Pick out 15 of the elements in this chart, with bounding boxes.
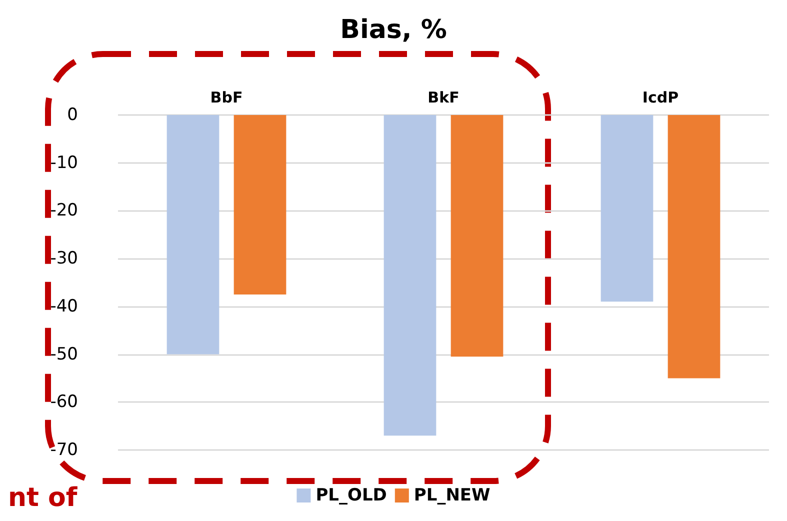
x-tick-label: BbF	[210, 88, 243, 106]
chart-title: Bias, %	[340, 15, 447, 45]
y-tick-label: -70	[50, 440, 78, 460]
y-tick-label: -40	[50, 296, 78, 316]
x-tick-label: IcdP	[642, 88, 679, 106]
y-tick-label: 0	[67, 105, 78, 125]
legend-label: PL_NEW	[414, 486, 491, 506]
y-tick-label: -30	[50, 248, 78, 269]
y-tick-label: -20	[50, 200, 78, 221]
y-tick-label: -50	[50, 344, 78, 364]
y-tick-label: -10	[50, 152, 78, 173]
legend-label: PL_OLD	[316, 486, 387, 506]
y-tick-label: -60	[50, 392, 78, 412]
text: nt of	[8, 483, 78, 513]
x-tick-label: BkF	[428, 88, 460, 106]
